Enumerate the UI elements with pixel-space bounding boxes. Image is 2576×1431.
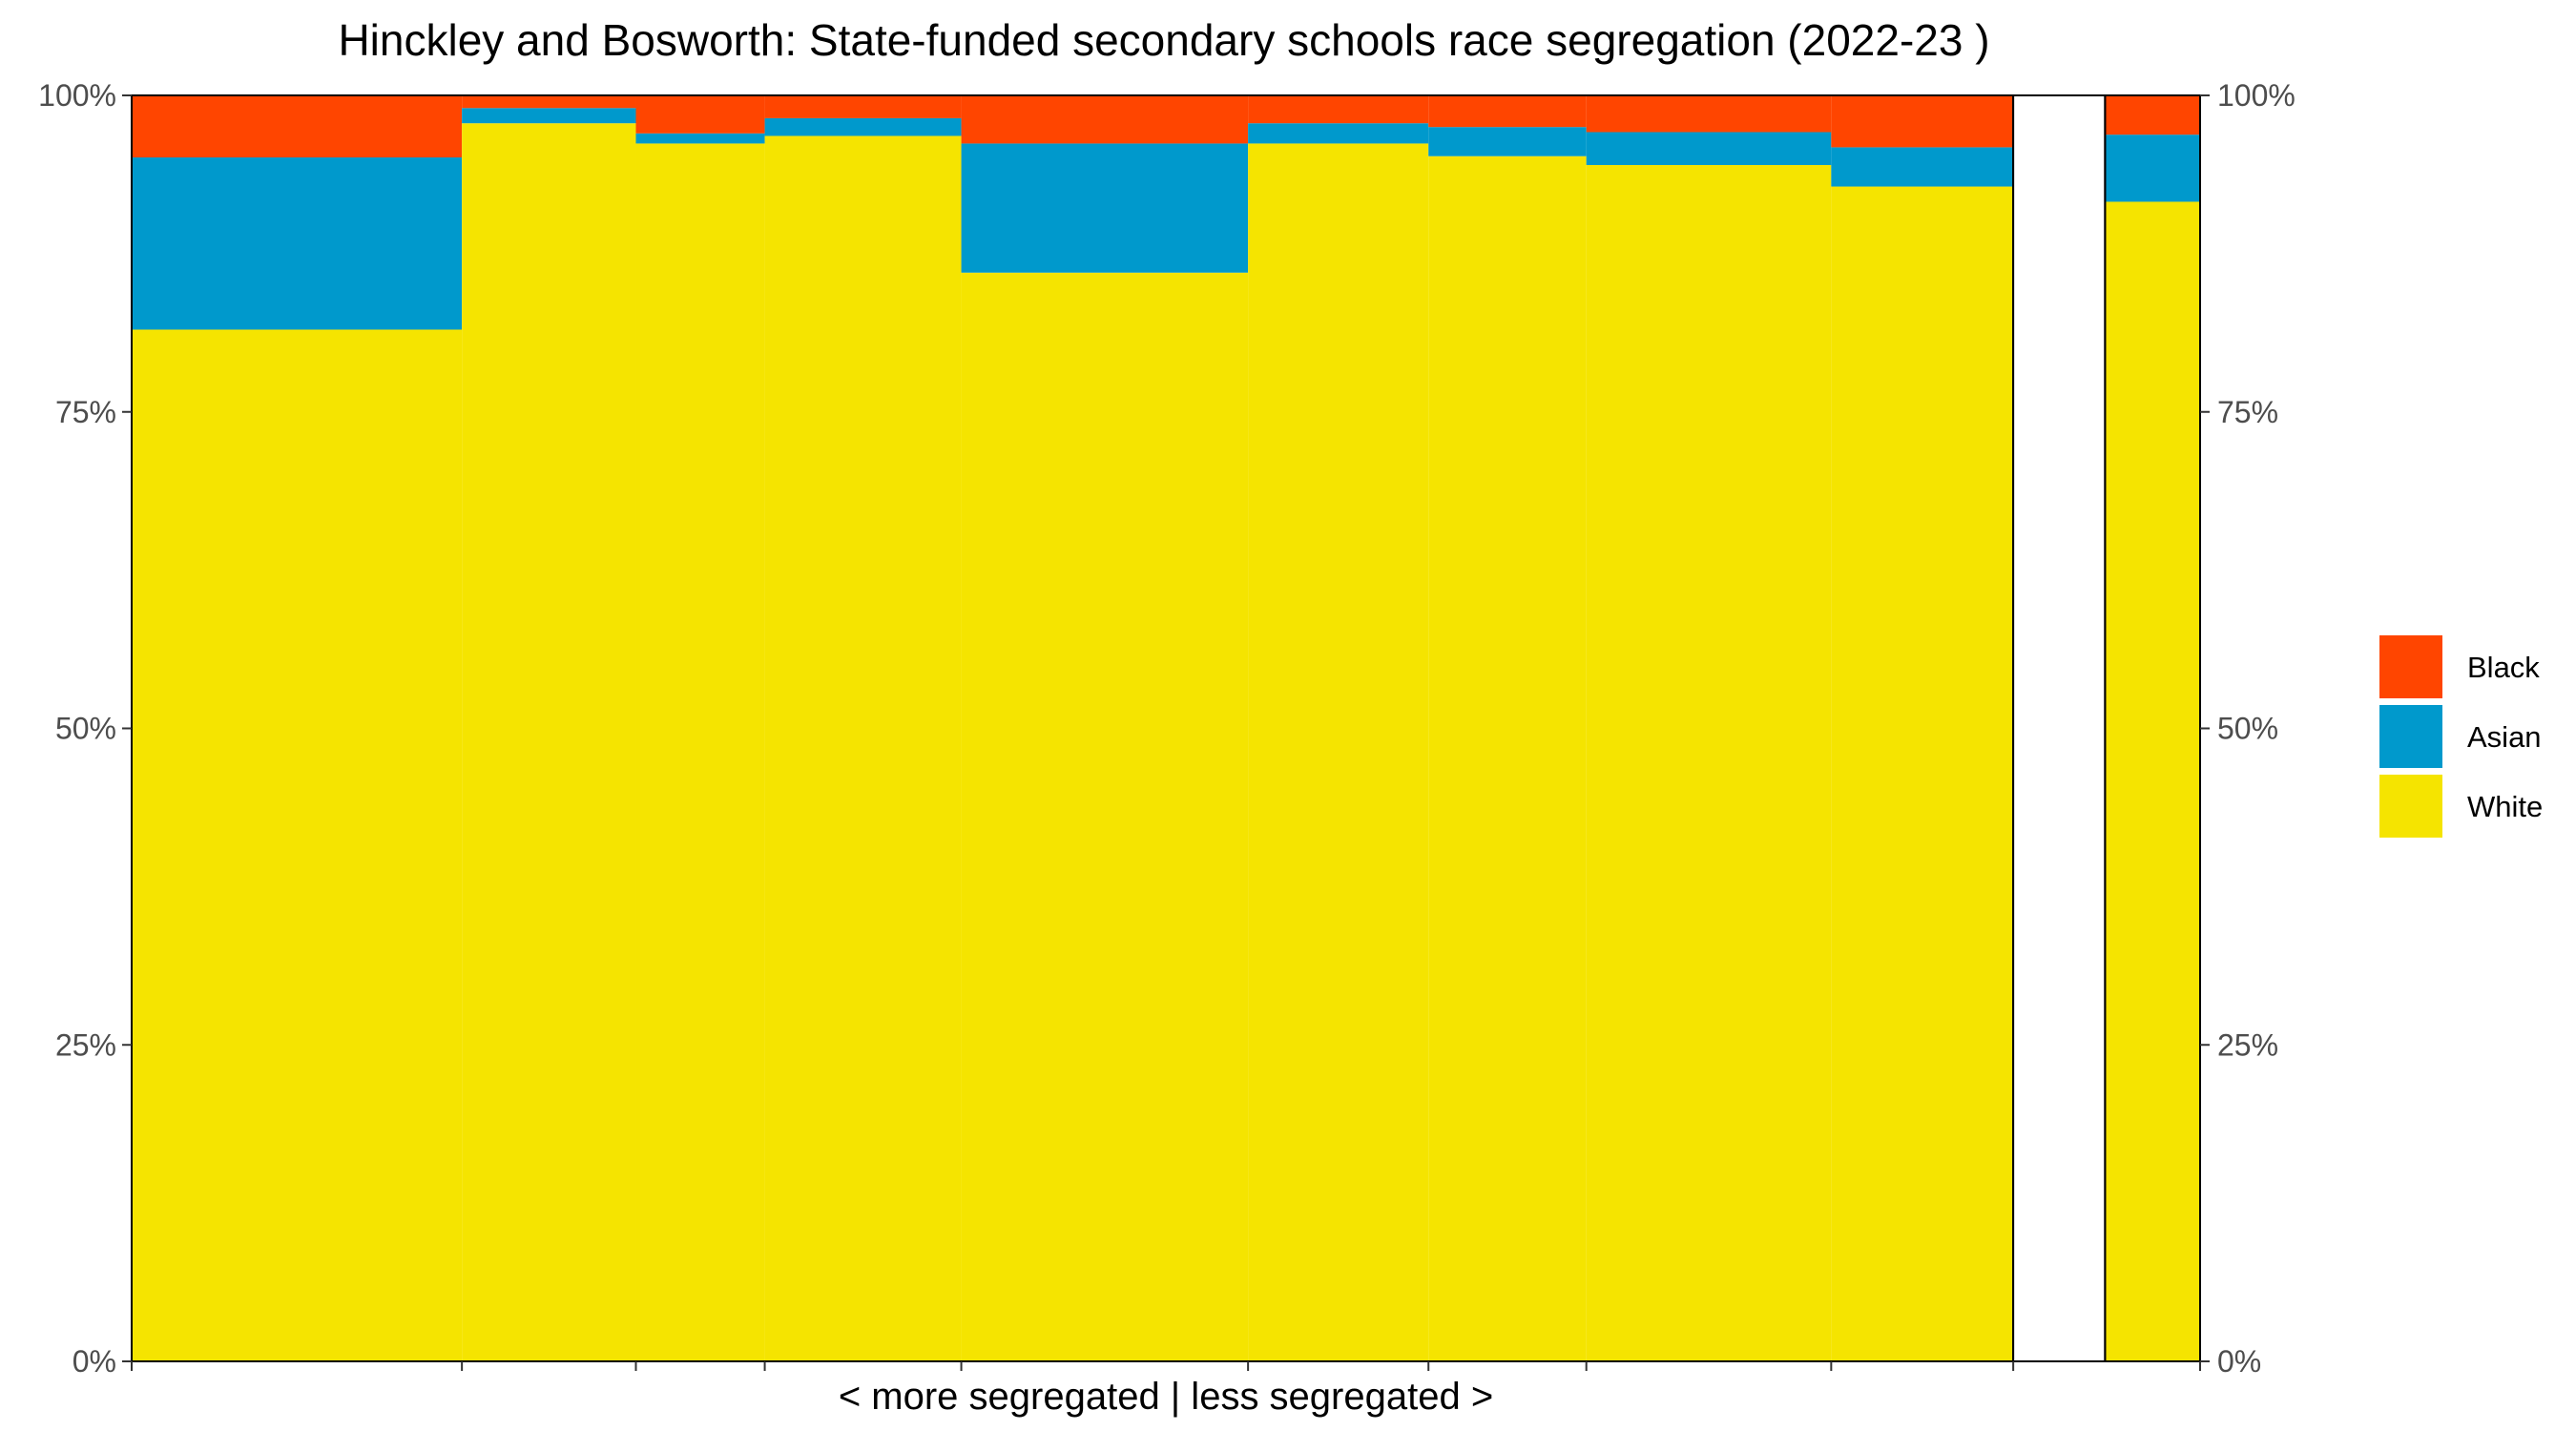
legend-label-white: White (2467, 790, 2543, 823)
school-4-asian-segment (764, 117, 962, 136)
y-tick-label-right: 100% (2217, 78, 2296, 113)
bars-group (132, 95, 2200, 1362)
legend: Black Asian White (2379, 635, 2543, 838)
school-8-black-segment (1586, 95, 1832, 133)
y-tick-label-left: 100% (38, 78, 116, 113)
school-8-asian-segment (1586, 132, 1832, 165)
y-tick-label-right: 0% (2217, 1344, 2261, 1379)
y-tick-label-right: 25% (2217, 1027, 2278, 1062)
school-2-white-segment (462, 123, 636, 1362)
school-6-white-segment (1248, 143, 1429, 1361)
school-1-black-segment (132, 95, 463, 158)
school-7-asian-segment (1428, 127, 1587, 156)
school-5-asian-segment (961, 143, 1249, 273)
school-6-black-segment (1248, 95, 1429, 124)
x-axis-title: < more segregated | less segregated > (839, 1376, 1493, 1418)
school-5-white-segment (961, 272, 1249, 1361)
school-4-black-segment (764, 95, 962, 118)
chart-title: Hinckley and Bosworth: State-funded seco… (338, 15, 1989, 65)
legend-label-black: Black (2467, 651, 2540, 684)
total-white-segment (2105, 201, 2200, 1361)
school-2-asian-segment (462, 108, 636, 124)
school-1-white-segment (132, 329, 463, 1361)
y-tick-label-left: 50% (55, 712, 116, 746)
school-9-white-segment (1831, 186, 2014, 1362)
school-5-black-segment (961, 95, 1249, 144)
school-1-asian-segment (132, 157, 463, 330)
school-3-asian-segment (635, 133, 765, 144)
gap-frame (2012, 94, 2107, 1362)
legend-key-asian (2379, 705, 2442, 768)
total-black-segment (2105, 95, 2200, 135)
school-4-white-segment (764, 135, 962, 1362)
y-tick-label-left: 75% (55, 395, 116, 429)
y-tick-label-right: 50% (2217, 712, 2278, 746)
school-7-black-segment (1428, 95, 1587, 128)
y-tick-label-right: 75% (2217, 395, 2278, 429)
legend-key-black (2379, 635, 2442, 698)
school-7-white-segment (1428, 156, 1587, 1361)
school-3-white-segment (635, 143, 765, 1361)
school-9-asian-segment (1831, 147, 2014, 187)
total-asian-segment (2105, 135, 2200, 202)
axes-group: 0% 0% 25% 25% 50% 50% 75% 75% 100% 100% (38, 78, 2296, 1379)
school-8-white-segment (1586, 164, 1832, 1362)
school-6-asian-segment (1248, 123, 1429, 144)
school-9-black-segment (1831, 95, 2014, 148)
y-tick-label-left: 0% (73, 1344, 116, 1379)
legend-label-asian: Asian (2467, 720, 2542, 754)
y-tick-label-left: 25% (55, 1027, 116, 1062)
legend-key-white (2379, 775, 2442, 838)
school-2-black-segment (462, 95, 636, 109)
school-3-black-segment (635, 95, 765, 134)
